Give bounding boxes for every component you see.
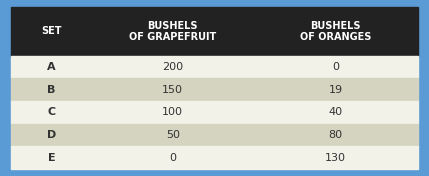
Text: 0: 0 [332, 62, 339, 72]
Text: C: C [48, 107, 55, 117]
Text: 50: 50 [166, 130, 180, 140]
Text: E: E [48, 153, 55, 163]
Text: 0: 0 [169, 153, 176, 163]
Text: 19: 19 [329, 85, 343, 95]
Text: SET: SET [41, 26, 62, 36]
Text: BUSHELS
OF ORANGES: BUSHELS OF ORANGES [300, 21, 372, 42]
Bar [11, 78, 418, 101]
Text: 200: 200 [162, 62, 183, 72]
Text: 80: 80 [329, 130, 343, 140]
Bar [11, 124, 418, 146]
Bar [11, 146, 418, 169]
Text: 40: 40 [329, 107, 343, 117]
Text: B: B [47, 85, 56, 95]
Text: 150: 150 [162, 85, 183, 95]
Bar [11, 101, 418, 124]
Text: BUSHELS
OF GRAPEFRUIT: BUSHELS OF GRAPEFRUIT [129, 21, 216, 42]
Text: 100: 100 [162, 107, 183, 117]
Text: D: D [47, 130, 56, 140]
Text: 130: 130 [325, 153, 346, 163]
Text: A: A [47, 62, 56, 72]
Bar [11, 7, 418, 56]
Bar [11, 56, 418, 78]
